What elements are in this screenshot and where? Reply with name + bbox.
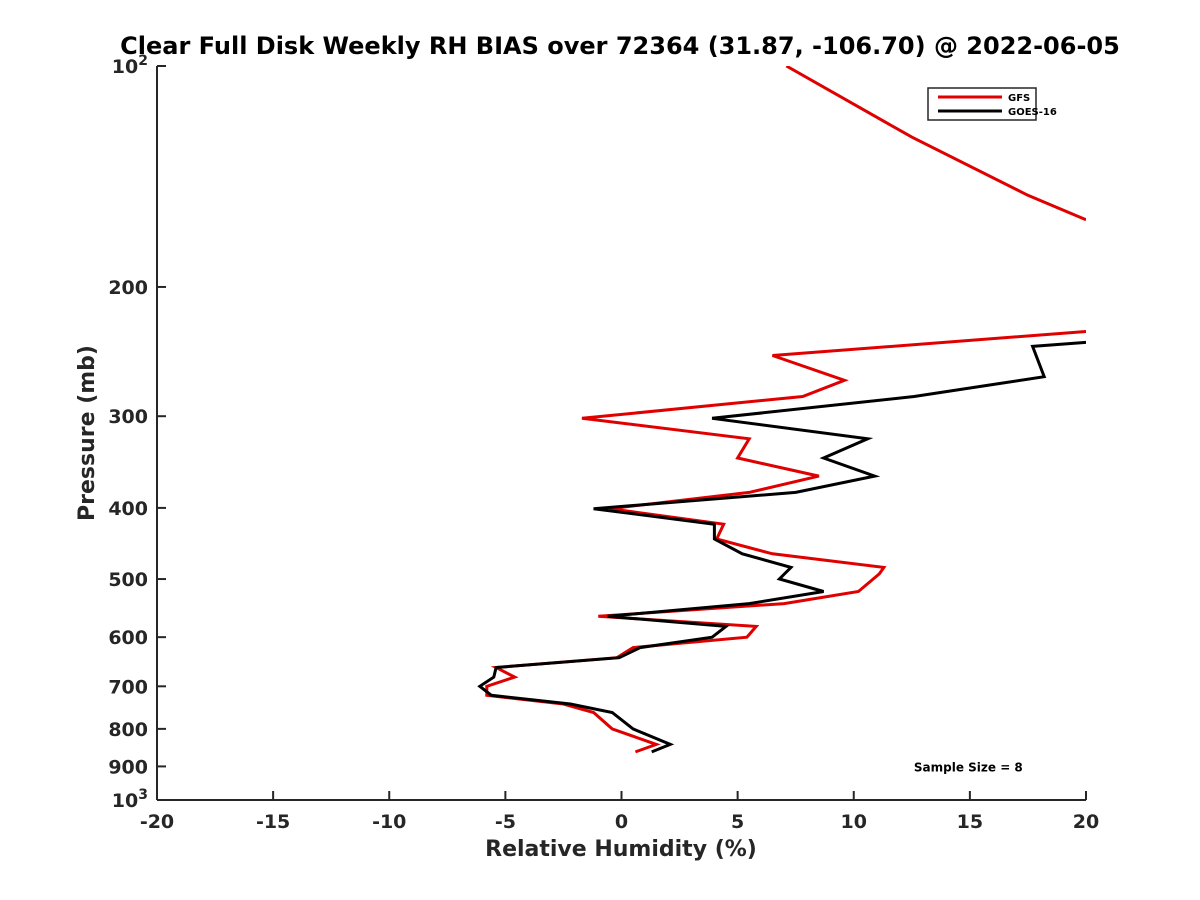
axes-layer <box>156 66 1086 801</box>
y-axis-label: Pressure (mb) <box>75 345 100 521</box>
sample-size-annotation: Sample Size = 8 <box>914 760 1023 774</box>
legend-box <box>927 87 1037 121</box>
x-tick-label: 5 <box>731 811 744 833</box>
series-line-gfs-1 <box>785 66 1086 222</box>
y-tick-label: 800 <box>108 719 148 741</box>
x-tick-label: -5 <box>495 811 516 833</box>
y-tick-label: 600 <box>108 627 148 649</box>
legend-label: GOES-16 <box>1008 107 1057 118</box>
x-tick-label: -20 <box>140 811 174 833</box>
y-tick-label: 900 <box>108 756 148 778</box>
x-axis-label: Relative Humidity (%) <box>485 837 757 862</box>
ticks-layer: -20 -15 -10 -5 0 5 10 15 20 102 200 300 400 500 600 700… <box>108 53 1099 833</box>
y-tick-label: 400 <box>108 498 148 520</box>
y-tick-label: 103 <box>112 787 148 812</box>
legend: GFS GOES-16 <box>927 87 1057 121</box>
x-tick-label: 10 <box>841 811 867 833</box>
series-layer <box>477 66 1086 754</box>
y-tick-label: 500 <box>108 569 148 591</box>
chart-title: Clear Full Disk Weekly RH BIAS over 7236… <box>120 32 1120 60</box>
x-tick-label: -15 <box>256 811 290 833</box>
y-tick-label: 700 <box>108 676 148 698</box>
series-line-goes-16-1 <box>477 340 1086 754</box>
series-line-gfs-2 <box>485 330 1086 754</box>
legend-label: GFS <box>1008 93 1030 104</box>
y-tick-label: 200 <box>108 277 148 299</box>
annotation-layer: Sample Size = 8 <box>914 760 1023 774</box>
x-tick-label: 15 <box>957 811 983 833</box>
y-tick-label: 102 <box>112 53 148 78</box>
x-tick-label: 0 <box>615 811 628 833</box>
y-tick-label: 300 <box>108 406 148 428</box>
x-tick-label: 20 <box>1073 811 1099 833</box>
x-tick-label: -10 <box>372 811 406 833</box>
